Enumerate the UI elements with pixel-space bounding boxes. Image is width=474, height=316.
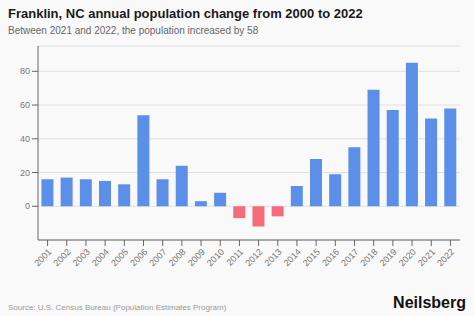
svg-text:2013: 2013 bbox=[262, 247, 283, 268]
svg-text:2001: 2001 bbox=[32, 247, 53, 268]
svg-text:2015: 2015 bbox=[301, 247, 322, 268]
svg-text:80: 80 bbox=[20, 66, 30, 76]
svg-text:2018: 2018 bbox=[358, 247, 379, 268]
svg-text:2009: 2009 bbox=[186, 247, 207, 268]
html-text:Between 2021 and 2022, the pop: Between 2021 and 2022, the population in… bbox=[8, 25, 259, 36]
svg-text:2003: 2003 bbox=[71, 247, 92, 268]
svg-text:2014: 2014 bbox=[282, 247, 303, 268]
svg-text:2002: 2002 bbox=[51, 247, 72, 268]
svg-text:2021: 2021 bbox=[416, 247, 437, 268]
svg-text:60: 60 bbox=[20, 100, 30, 110]
svg-text:2020: 2020 bbox=[397, 247, 418, 268]
svg-text:2004: 2004 bbox=[90, 247, 111, 268]
html-text:Franklin, NC annual population: Franklin, NC annual population change fr… bbox=[8, 6, 363, 21]
svg-text:2017: 2017 bbox=[339, 247, 360, 268]
svg-text:2011: 2011 bbox=[225, 247, 246, 268]
svg-text:2006: 2006 bbox=[128, 247, 149, 268]
svg-text:2016: 2016 bbox=[320, 247, 341, 268]
svg-text:2007: 2007 bbox=[147, 247, 168, 268]
svg-text:2008: 2008 bbox=[167, 247, 188, 268]
svg-text:2012: 2012 bbox=[243, 247, 264, 268]
svg-text:2005: 2005 bbox=[109, 247, 130, 268]
html-text:Neilsberg: Neilsberg bbox=[393, 294, 466, 311]
svg-text:2022: 2022 bbox=[435, 247, 456, 268]
svg-text:0: 0 bbox=[25, 201, 30, 211]
svg-text:40: 40 bbox=[20, 134, 30, 144]
svg-text:2019: 2019 bbox=[378, 247, 399, 268]
svg-text:2010: 2010 bbox=[205, 247, 226, 268]
html-text:Source: U.S. Census Bureau (Po: Source: U.S. Census Bureau (Population E… bbox=[8, 303, 227, 312]
svg-text:20: 20 bbox=[20, 168, 30, 178]
